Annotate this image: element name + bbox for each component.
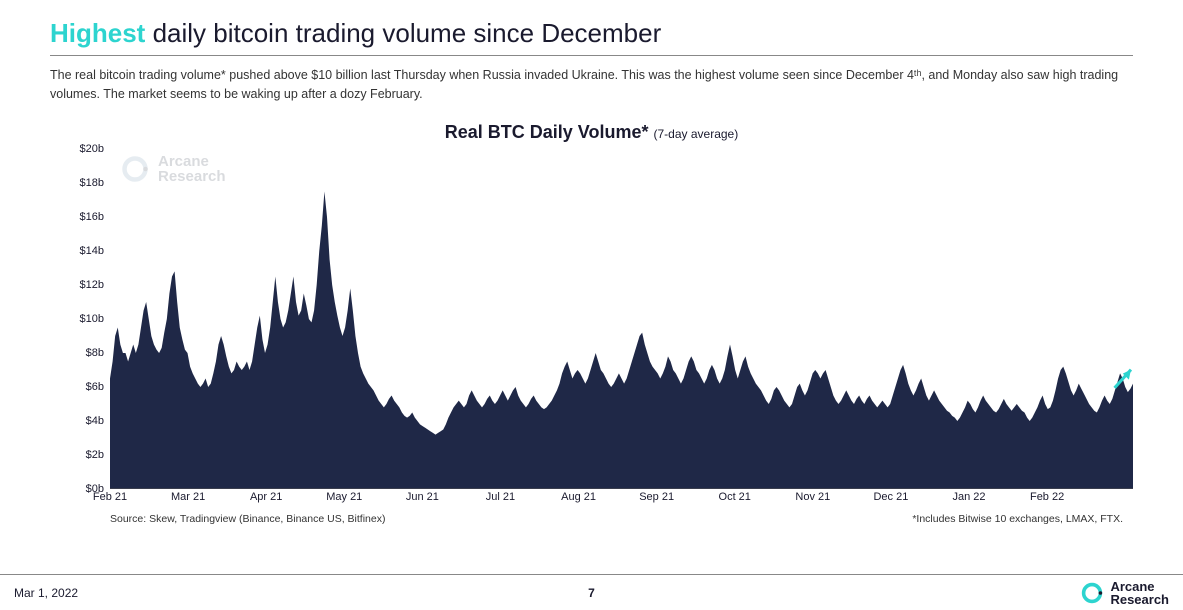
chart-title-main: Real BTC Daily Volume*	[445, 122, 649, 142]
x-tick-label: Feb 22	[1030, 491, 1064, 503]
plot-area	[110, 149, 1133, 489]
x-tick-label: May 21	[326, 491, 362, 503]
footer-logo-text: Arcane Research	[1110, 580, 1169, 606]
footer-page-number: 7	[588, 586, 595, 600]
y-tick-label: $4b	[86, 415, 104, 427]
area-chart-svg	[110, 149, 1133, 489]
x-tick-label: Aug 21	[561, 491, 596, 503]
title-rest: daily bitcoin trading volume since Decem…	[145, 18, 661, 48]
x-tick-label: Jul 21	[486, 491, 515, 503]
y-tick-label: $20b	[80, 143, 104, 155]
title-accent: Highest	[50, 18, 145, 48]
volume-area	[110, 191, 1133, 489]
chart-title: Real BTC Daily Volume* (7-day average)	[50, 122, 1133, 143]
x-tick-label: Nov 21	[795, 491, 830, 503]
chart-title-sub: (7-day average)	[654, 127, 739, 141]
x-tick-label: Oct 21	[719, 491, 751, 503]
x-axis: Feb 21Mar 21Apr 21May 21Jun 21Jul 21Aug …	[110, 489, 1133, 509]
y-tick-label: $16b	[80, 211, 104, 223]
x-tick-label: Sep 21	[639, 491, 674, 503]
y-tick-label: $2b	[86, 449, 104, 461]
description-text: The real bitcoin trading volume* pushed …	[50, 66, 1133, 104]
title-divider	[50, 55, 1133, 56]
y-tick-label: $6b	[86, 381, 104, 393]
x-tick-label: Jan 22	[952, 491, 985, 503]
chart-area: Arcane Research $0b$2b$4b$6b$8b$10b$12b$…	[60, 149, 1133, 509]
chart-includes: *Includes Bitwise 10 exchanges, LMAX, FT…	[912, 513, 1123, 525]
footer-date: Mar 1, 2022	[14, 586, 78, 600]
page-footer: Mar 1, 2022 7 Arcane Research	[0, 574, 1183, 610]
chart-source: Source: Skew, Tradingview (Binance, Bina…	[110, 513, 385, 525]
x-tick-label: Apr 21	[250, 491, 282, 503]
footer-logo: Arcane Research	[1080, 580, 1169, 606]
y-axis: $0b$2b$4b$6b$8b$10b$12b$14b$16b$18b$20b	[60, 149, 110, 489]
y-tick-label: $8b	[86, 347, 104, 359]
x-tick-label: Mar 21	[171, 491, 205, 503]
y-tick-label: $12b	[80, 279, 104, 291]
chart-footer: Source: Skew, Tradingview (Binance, Bina…	[110, 513, 1123, 525]
y-tick-label: $14b	[80, 245, 104, 257]
y-tick-label: $10b	[80, 313, 104, 325]
x-tick-label: Dec 21	[873, 491, 908, 503]
y-tick-label: $18b	[80, 177, 104, 189]
page-title: Highest daily bitcoin trading volume sin…	[50, 18, 1133, 49]
arcane-logo-icon	[1080, 581, 1104, 605]
x-tick-label: Jun 21	[406, 491, 439, 503]
x-tick-label: Feb 21	[93, 491, 127, 503]
